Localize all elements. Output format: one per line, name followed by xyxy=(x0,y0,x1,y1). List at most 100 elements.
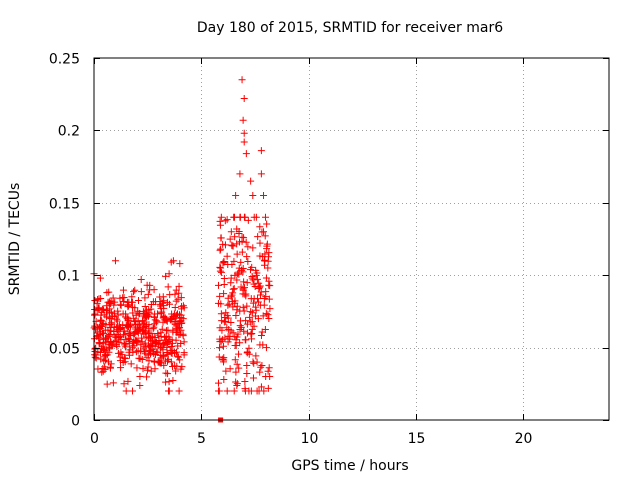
data-point xyxy=(150,286,158,294)
data-point xyxy=(95,340,103,348)
data-point xyxy=(217,310,225,318)
data-point xyxy=(143,281,151,289)
data-point xyxy=(257,383,265,391)
data-point xyxy=(224,294,232,302)
data-point xyxy=(138,355,146,363)
data-point xyxy=(233,276,241,284)
data-point xyxy=(248,318,256,326)
data-point xyxy=(133,364,141,372)
data-point xyxy=(227,327,235,335)
data-point xyxy=(217,268,225,276)
data-point xyxy=(130,318,138,326)
data-point xyxy=(103,289,111,297)
data-point xyxy=(233,250,241,258)
data-point xyxy=(98,368,106,376)
data-point xyxy=(226,332,234,340)
data-point xyxy=(223,252,231,260)
data-point xyxy=(129,309,137,317)
data-point xyxy=(223,324,231,332)
data-point xyxy=(241,377,249,385)
data-point xyxy=(93,329,101,337)
data-point xyxy=(260,301,268,309)
data-point xyxy=(256,283,264,291)
data-point xyxy=(266,282,274,290)
data-point xyxy=(171,303,179,311)
data-point xyxy=(177,365,185,373)
data-points xyxy=(90,76,274,423)
data-point xyxy=(225,300,233,308)
data-point xyxy=(253,358,261,366)
data-point xyxy=(214,299,222,307)
data-point xyxy=(144,312,152,320)
data-point xyxy=(263,245,271,253)
data-point xyxy=(165,270,173,278)
data-point xyxy=(141,302,149,310)
data-point xyxy=(123,313,131,321)
data-point xyxy=(219,259,227,267)
data-point xyxy=(178,305,186,313)
data-point xyxy=(147,367,155,375)
data-point xyxy=(266,305,274,313)
data-point xyxy=(131,304,139,312)
data-point xyxy=(149,333,157,341)
data-point xyxy=(136,372,144,380)
x-tick-label: 5 xyxy=(197,431,206,447)
data-point xyxy=(252,213,260,221)
data-point xyxy=(227,228,235,236)
data-point xyxy=(222,318,230,326)
data-point xyxy=(153,318,161,326)
data-point xyxy=(252,306,260,314)
data-point xyxy=(143,366,151,374)
data-point xyxy=(222,367,230,375)
data-point xyxy=(110,323,118,331)
data-point xyxy=(116,301,124,309)
data-point xyxy=(96,327,104,335)
data-point xyxy=(119,286,127,294)
data-point xyxy=(171,290,179,298)
data-point xyxy=(109,379,117,387)
data-point xyxy=(243,361,251,369)
data-point xyxy=(217,245,225,253)
data-point xyxy=(103,345,111,353)
data-point xyxy=(240,129,248,137)
data-point xyxy=(256,368,264,376)
data-point xyxy=(249,244,257,252)
data-point xyxy=(265,295,273,303)
data-point xyxy=(248,309,256,317)
data-point xyxy=(149,298,157,306)
data-point xyxy=(230,257,238,265)
data-point xyxy=(242,150,250,158)
data-point xyxy=(255,284,263,292)
data-point xyxy=(145,325,153,333)
data-point xyxy=(141,323,149,331)
data-point xyxy=(150,313,158,321)
data-point xyxy=(172,314,180,322)
data-point xyxy=(175,331,183,339)
data-point xyxy=(260,192,268,200)
data-point xyxy=(232,378,240,386)
data-point xyxy=(262,310,270,318)
data-point xyxy=(233,380,241,388)
data-point xyxy=(229,303,237,311)
data-point xyxy=(107,308,115,316)
data-point xyxy=(165,338,173,346)
data-point xyxy=(233,225,241,233)
data-point xyxy=(239,303,247,311)
data-point xyxy=(91,310,99,318)
data-point xyxy=(242,292,250,300)
data-point xyxy=(227,274,235,282)
data-point xyxy=(238,237,246,245)
data-point xyxy=(221,241,229,249)
data-point xyxy=(260,256,268,264)
data-point xyxy=(240,327,248,335)
data-point xyxy=(250,322,258,330)
data-point xyxy=(138,338,146,346)
data-point xyxy=(257,332,265,340)
data-point xyxy=(154,329,162,337)
data-point xyxy=(260,295,268,303)
data-point xyxy=(167,315,175,323)
data-point xyxy=(217,264,225,272)
data-point xyxy=(177,294,185,302)
data-point xyxy=(97,355,105,363)
data-point xyxy=(162,369,170,377)
